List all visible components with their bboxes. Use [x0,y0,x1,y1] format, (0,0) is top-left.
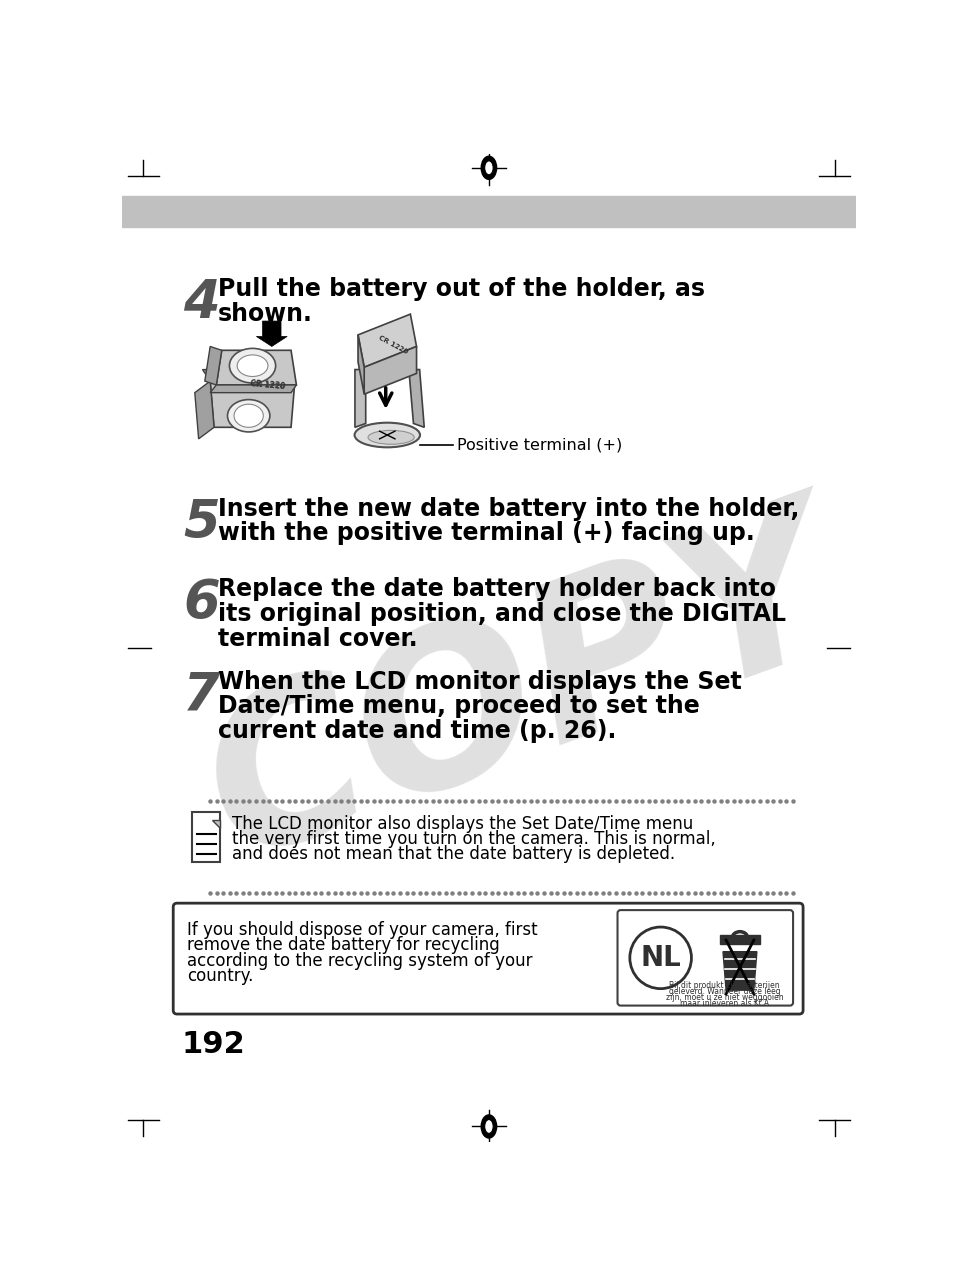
Polygon shape [210,385,296,393]
Ellipse shape [484,1120,493,1133]
Polygon shape [202,370,294,381]
Text: CR 1220: CR 1220 [250,378,286,391]
Bar [720,935,760,944]
Circle shape [629,928,691,989]
Polygon shape [210,381,294,427]
Polygon shape [194,381,213,439]
Polygon shape [256,321,287,346]
Text: Insert the new date battery into the holder,: Insert the new date battery into the hol… [217,497,799,521]
Text: 6: 6 [183,577,220,630]
Polygon shape [205,346,221,385]
FancyBboxPatch shape [617,910,792,1006]
Text: its original position, and close the DIGITAL: its original position, and close the DIG… [217,602,785,626]
Ellipse shape [368,430,414,444]
Polygon shape [355,370,365,427]
Ellipse shape [480,157,497,180]
Text: When the LCD monitor displays the Set: When the LCD monitor displays the Set [217,670,740,694]
Polygon shape [722,952,756,990]
Text: the very first time you turn on the camera. This is normal,: the very first time you turn on the came… [232,830,715,848]
Text: Replace the date battery holder back into: Replace the date battery holder back int… [217,577,775,602]
Polygon shape [216,350,296,385]
Bar [121,196,856,227]
Text: remove the date battery for recycling: remove the date battery for recycling [187,937,499,955]
Polygon shape [212,820,220,828]
Text: Positive terminal (+): Positive terminal (+) [456,438,621,453]
Text: Bij dit produkt zijn batterijen: Bij dit produkt zijn batterijen [669,981,779,990]
Text: COPY: COPY [178,482,864,903]
Text: 4: 4 [183,277,220,330]
Text: geleverd. Wanneer deze leeg: geleverd. Wanneer deze leeg [668,987,780,996]
Text: Pull the battery out of the holder, as: Pull the battery out of the holder, as [217,277,704,302]
Text: If you should dispose of your camera, first: If you should dispose of your camera, fi… [187,921,537,939]
Polygon shape [409,370,424,427]
Text: NL: NL [639,944,680,971]
Text: 7: 7 [183,670,220,722]
Ellipse shape [227,399,270,432]
Text: with the positive terminal (+) facing up.: with the positive terminal (+) facing up… [217,521,754,545]
Text: current date and time (p. 26).: current date and time (p. 26). [217,720,616,743]
Ellipse shape [237,355,268,376]
Text: and does not mean that the date battery is depleted.: and does not mean that the date battery … [232,845,674,863]
Ellipse shape [229,349,275,384]
Text: 192: 192 [181,1030,245,1060]
Ellipse shape [484,160,493,174]
Text: maar inleveren als KCA: maar inleveren als KCA [679,999,768,1008]
Ellipse shape [355,422,419,448]
Text: CR 1220: CR 1220 [252,381,284,390]
Text: The LCD monitor also displays the Set Date/Time menu: The LCD monitor also displays the Set Da… [232,815,692,833]
Text: 5: 5 [183,497,220,549]
FancyBboxPatch shape [193,812,220,862]
Text: shown.: shown. [217,302,313,326]
Polygon shape [357,335,364,394]
Text: country.: country. [187,967,253,985]
Polygon shape [357,314,416,367]
Polygon shape [364,346,416,394]
Text: Date/Time menu, proceed to set the: Date/Time menu, proceed to set the [217,694,699,718]
Ellipse shape [480,1115,497,1138]
Text: according to the recycling system of your: according to the recycling system of you… [187,952,532,970]
Text: terminal cover.: terminal cover. [217,626,417,650]
Text: zijn, moet u ze niet weggooien: zijn, moet u ze niet weggooien [665,993,782,1002]
Text: CR 1220: CR 1220 [377,335,409,355]
FancyBboxPatch shape [173,903,802,1014]
Ellipse shape [233,404,263,427]
